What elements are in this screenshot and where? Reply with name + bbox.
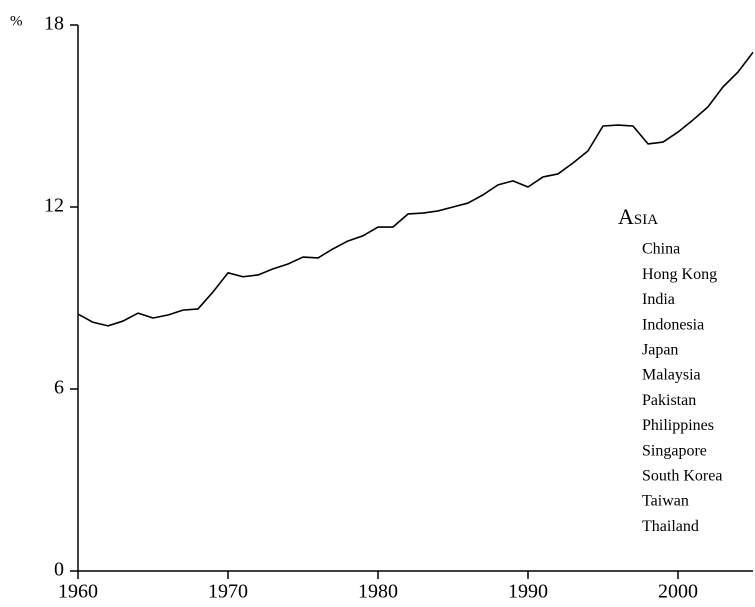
x-tick-label: 1990 <box>508 581 548 603</box>
annotation-item: Hong Kong <box>642 266 717 283</box>
y-tick-label: 6 <box>54 377 64 399</box>
annotation-item: Japan <box>642 341 678 358</box>
y-tick-label: 0 <box>54 559 64 581</box>
y-tick-label: 12 <box>44 195 64 217</box>
y-tick-label: 18 <box>44 13 64 35</box>
annotation-item: China <box>642 241 680 258</box>
annotation-item: Philippines <box>642 417 714 434</box>
x-tick-label: 1980 <box>358 581 398 603</box>
annotation-item: Pakistan <box>642 392 696 409</box>
annotation-item: Malaysia <box>642 367 701 384</box>
x-tick-label: 1970 <box>208 581 248 603</box>
data-line <box>77 51 754 327</box>
annotation-item: Singapore <box>642 442 707 459</box>
annotation-title: Asia <box>618 204 658 229</box>
annotation-item: Indonesia <box>642 316 704 333</box>
annotation-item: South Korea <box>642 467 722 484</box>
x-tick-label: 1960 <box>58 581 98 603</box>
x-tick-label: 2000 <box>658 581 698 603</box>
annotation-item: India <box>642 291 675 308</box>
y-unit: % <box>10 13 23 29</box>
annotation-item: Taiwan <box>642 493 689 510</box>
annotation-item: Thailand <box>642 518 699 535</box>
